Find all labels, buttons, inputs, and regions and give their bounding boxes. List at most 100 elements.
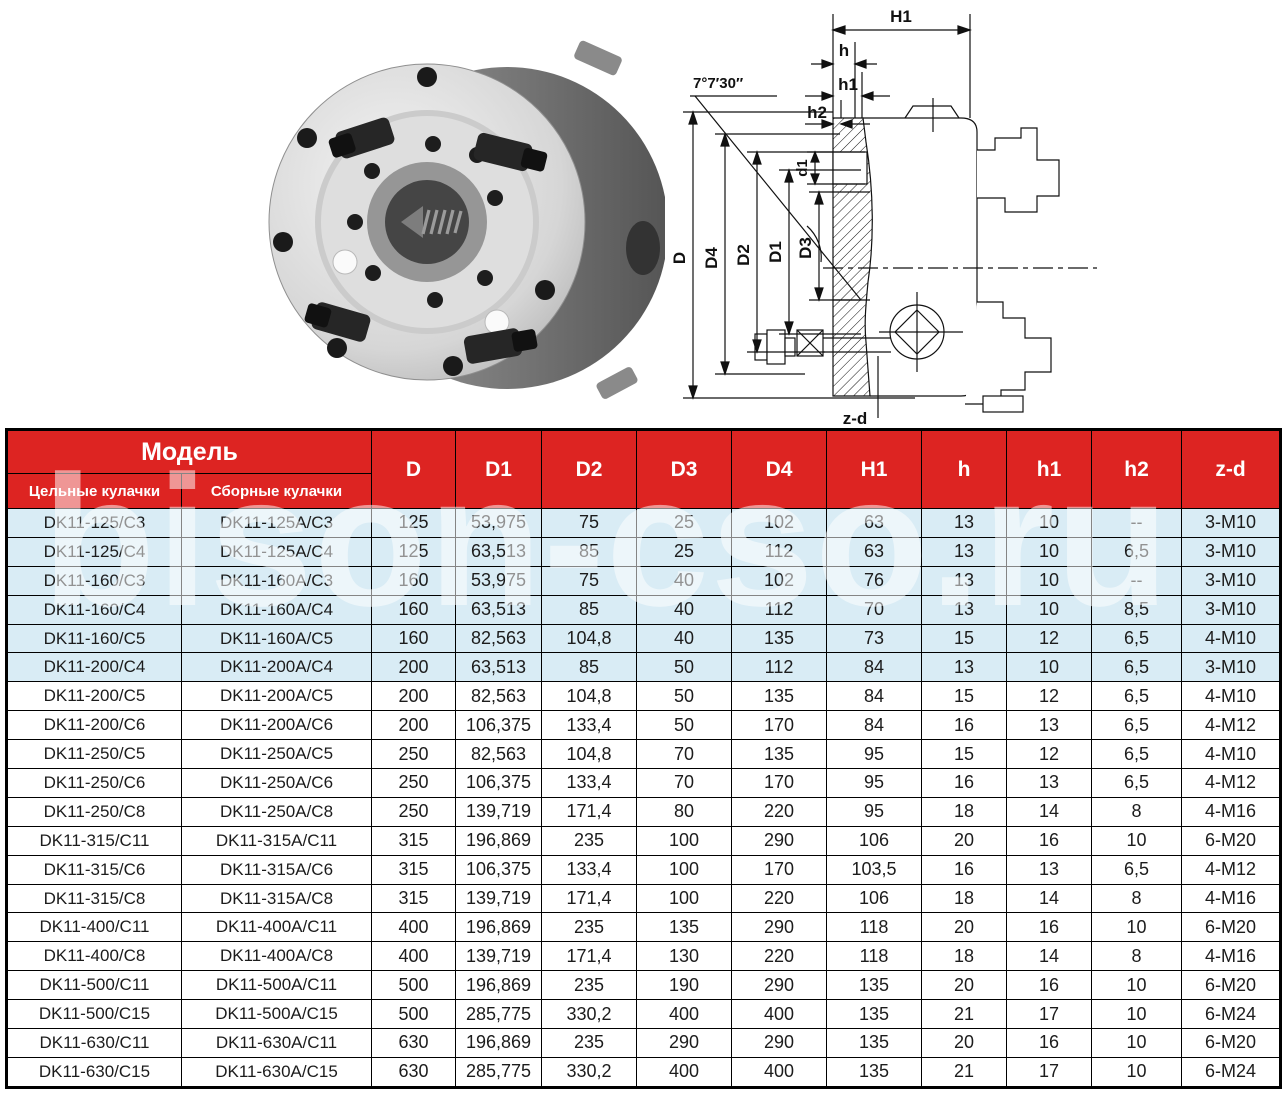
table-row: DK11-200/C5 DK11-200A/C5 200 82,563 104,8 50 1… xyxy=(6,681,1282,712)
model-assembled-cell: DK11-315A/C8 xyxy=(180,883,373,914)
model-solid-cell: DK11-200/C5 xyxy=(6,681,182,712)
dim-value-cell: 400 xyxy=(636,1056,733,1088)
dim-value-cell: 3-M10 xyxy=(1181,536,1282,567)
dim-value-cell: 6,5 xyxy=(1091,768,1183,798)
dim-value-cell: 106,375 xyxy=(455,768,543,798)
dim-value-cell: 200 xyxy=(371,652,457,683)
dim-header-h1: h1 xyxy=(1006,429,1093,509)
dim-value-cell: 82,563 xyxy=(455,739,543,770)
dim-value-cell: 3-M10 xyxy=(1181,565,1282,596)
dim-value-cell: 500 xyxy=(371,970,457,1001)
dim-value-cell: 63,513 xyxy=(455,536,543,567)
model-solid-cell: DK11-500/C11 xyxy=(6,970,182,1001)
dim-value-cell: 95 xyxy=(826,796,923,827)
dim-value-cell: 235 xyxy=(541,912,638,943)
dim-value-cell: 82,563 xyxy=(455,681,543,712)
dim-value-cell: 330,2 xyxy=(541,1056,638,1088)
dim-value-cell: 8 xyxy=(1091,883,1183,914)
dim-label-D3: D3 xyxy=(796,237,815,259)
dim-value-cell: 135 xyxy=(731,623,828,654)
angle-label: 7°7′30″ xyxy=(693,75,743,92)
dim-value-cell: 4-M12 xyxy=(1181,710,1282,741)
dim-value-cell: 84 xyxy=(826,652,923,683)
dim-value-cell: 10 xyxy=(1091,1028,1183,1058)
dim-value-cell: 190 xyxy=(636,970,733,1001)
dim-label-D1: D1 xyxy=(766,241,785,263)
dim-label-D2: D2 xyxy=(734,244,753,266)
dim-value-cell: 8 xyxy=(1091,796,1183,827)
dim-value-cell: 6,5 xyxy=(1091,652,1183,683)
model-solid-cell: DK11-630/C15 xyxy=(6,1056,182,1088)
dim-value-cell: 8 xyxy=(1091,941,1183,972)
dim-label-D4: D4 xyxy=(702,247,721,269)
chuck-shiny-holes xyxy=(332,249,510,335)
dim-value-cell: 10 xyxy=(1091,1056,1183,1088)
model-assembled-cell: DK11-400A/C8 xyxy=(180,941,373,972)
header-row-1: Модель D D1 D2 D3 D4 H1 h h1 h2 z-d xyxy=(5,429,1282,509)
dim-value-cell: 63 xyxy=(826,508,923,538)
dim-value-cell: 10 xyxy=(1091,912,1183,943)
dim-value-cell: 196,869 xyxy=(455,912,543,943)
dim-value-cell: 95 xyxy=(826,768,923,798)
dim-label-d1: d1 xyxy=(794,159,811,177)
dim-value-cell: 171,4 xyxy=(541,941,638,972)
dim-value-cell: 40 xyxy=(636,594,733,625)
dim-value-cell: 100 xyxy=(636,854,733,885)
spec-table: Модель D D1 D2 D3 D4 H1 h h1 h2 z-d Цельные кулач… xyxy=(5,428,1283,1089)
dim-header-z-d: z-d xyxy=(1181,429,1282,509)
dim-value-cell: 290 xyxy=(731,1028,828,1058)
dim-value-cell: 20 xyxy=(921,825,1008,856)
model-assembled-cell: DK11-200A/C5 xyxy=(180,681,373,712)
dim-value-cell: 14 xyxy=(1006,941,1093,972)
dim-value-cell: 18 xyxy=(921,941,1008,972)
table-row: DK11-630/C15 DK11-630A/C15 630 285,775 330,2… xyxy=(6,1056,1282,1088)
model-solid-cell: DK11-160/C3 xyxy=(6,565,182,596)
header-row-2: Цельные кулачки Сборные кулачки xyxy=(6,473,1281,509)
dim-value-cell: 220 xyxy=(731,883,828,914)
dim-value-cell: 13 xyxy=(1006,854,1093,885)
assembled-jaws-header: Сборные кулачки xyxy=(180,473,373,509)
dim-value-cell: 6-M20 xyxy=(1181,912,1282,943)
dim-value-cell: 4-M16 xyxy=(1181,941,1282,972)
table-row: DK11-250/C6 DK11-250A/C6 250 106,375 133,4 70… xyxy=(6,768,1282,798)
model-assembled-cell: DK11-250A/C6 xyxy=(180,768,373,798)
dim-value-cell: 20 xyxy=(921,1028,1008,1058)
model-assembled-cell: DK11-160A/C3 xyxy=(180,565,373,596)
chuck-center-screw xyxy=(401,206,463,238)
dim-value-cell: 139,719 xyxy=(455,796,543,827)
model-solid-cell: DK11-250/C5 xyxy=(6,739,182,770)
table-row: DK11-500/C11 DK11-500A/C11 500 196,869 235 19… xyxy=(6,970,1282,1001)
dim-value-cell: 160 xyxy=(371,565,457,596)
dim-value-cell: 20 xyxy=(921,970,1008,1001)
table-row: DK11-125/C4 DK11-125A/C4 125 63,513 85 25 112 6… xyxy=(6,536,1282,567)
dim-value-cell: 85 xyxy=(541,652,638,683)
dim-value-cell: 6,5 xyxy=(1091,710,1183,741)
dim-value-cell: 85 xyxy=(541,536,638,567)
dim-value-cell: 200 xyxy=(371,681,457,712)
dim-value-cell: 104,8 xyxy=(541,739,638,770)
dim-value-cell: 6-M20 xyxy=(1181,970,1282,1001)
dim-value-cell: 103,5 xyxy=(826,854,923,885)
dim-value-cell: 4-M10 xyxy=(1181,739,1282,770)
dim-value-cell: 125 xyxy=(371,536,457,567)
dim-value-cell: 4-M10 xyxy=(1181,681,1282,712)
dim-value-cell: 21 xyxy=(921,1056,1008,1088)
dim-value-cell: 106 xyxy=(826,883,923,914)
dim-header-D: D xyxy=(371,429,457,509)
dim-value-cell: 16 xyxy=(921,710,1008,741)
table-row: DK11-200/C6 DK11-200A/C6 200 106,375 133,4 50… xyxy=(6,710,1282,741)
dim-value-cell: 3-M10 xyxy=(1181,508,1282,538)
dim-value-cell: 12 xyxy=(1006,623,1093,654)
dim-value-cell: 220 xyxy=(731,941,828,972)
dim-value-cell: 6,5 xyxy=(1091,681,1183,712)
dim-value-cell: 6-M20 xyxy=(1181,1028,1282,1058)
dim-value-cell: 130 xyxy=(636,941,733,972)
dim-value-cell: 13 xyxy=(921,565,1008,596)
dim-value-cell: 76 xyxy=(826,565,923,596)
dim-value-cell: 6,5 xyxy=(1091,854,1183,885)
dim-value-cell: 4-M16 xyxy=(1181,883,1282,914)
dim-value-cell: 170 xyxy=(731,768,828,798)
dim-value-cell: 100 xyxy=(636,825,733,856)
dim-value-cell: 118 xyxy=(826,941,923,972)
dim-value-cell: 135 xyxy=(731,739,828,770)
